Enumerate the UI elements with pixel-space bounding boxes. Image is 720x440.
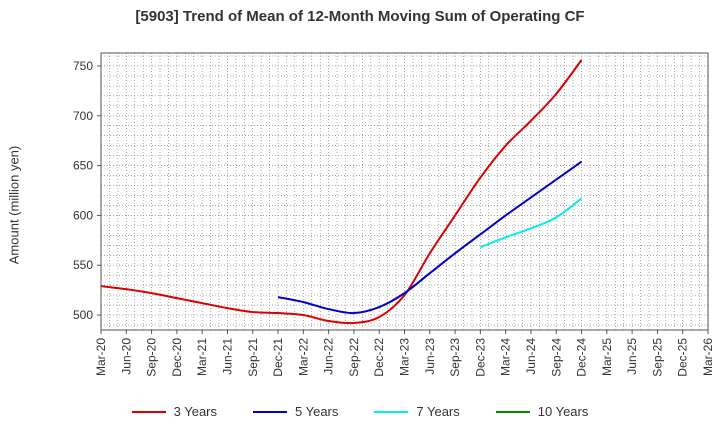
series-line-3-years — [100, 59, 583, 325]
series-lines — [100, 59, 583, 325]
x-tick-label: Dec-21 — [271, 338, 285, 377]
legend-swatch — [374, 410, 409, 413]
x-tick-label: Jun-24 — [524, 338, 538, 375]
legend-swatch — [131, 410, 166, 413]
x-tick-label: Dec-24 — [575, 338, 589, 377]
x-tick-label: Mar-23 — [398, 338, 412, 376]
y-tick-label: 700 — [73, 109, 93, 123]
x-tick-label: Mar-26 — [701, 338, 715, 376]
x-tick-label: Dec-23 — [473, 338, 487, 377]
x-tick-label: Sep-24 — [549, 338, 563, 377]
x-tick-label: Jun-21 — [220, 338, 234, 375]
x-tick-label: Dec-22 — [372, 338, 386, 377]
legend-item: 10 Years — [495, 404, 589, 419]
series-line-7-years — [480, 197, 583, 249]
y-tick-label: 650 — [73, 159, 93, 173]
legend-item: 3 Years — [131, 404, 217, 419]
x-tick-label: Sep-23 — [448, 338, 462, 377]
legend-label: 10 Years — [537, 404, 589, 419]
y-tick-label: 500 — [73, 308, 93, 322]
x-tick-label: Mar-22 — [296, 338, 310, 376]
x-tick-label: Sep-25 — [650, 338, 664, 377]
y-tick-label: 600 — [73, 208, 93, 222]
legend-item: 5 Years — [253, 404, 338, 419]
x-tick-label: Mar-21 — [195, 338, 209, 376]
x-tick-label: Mar-24 — [499, 338, 513, 376]
x-tick-label: Sep-22 — [347, 338, 361, 377]
x-tick-label: Jun-25 — [625, 338, 639, 375]
x-tick-label: Sep-21 — [246, 338, 260, 377]
legend-swatch — [253, 410, 287, 413]
x-tick-label: Dec-25 — [676, 338, 690, 377]
x-tick-label: Jun-23 — [423, 338, 437, 375]
x-tick-label: Jun-20 — [119, 338, 133, 375]
legend-label: 3 Years — [173, 404, 217, 419]
chart-title: [5903] Trend of Mean of 12-Month Moving … — [135, 8, 585, 25]
x-tick-label: Jun-22 — [322, 338, 336, 375]
x-tick-label: Mar-25 — [600, 338, 614, 376]
y-tick-label: 550 — [73, 258, 93, 272]
legend: 3 Years 5 Years 7 Years 10 Years — [0, 404, 720, 419]
legend-swatch — [495, 410, 530, 413]
x-tick-label: Mar-20 — [94, 338, 108, 376]
grid — [100, 53, 709, 330]
x-axis-ticks: Mar-20 Jun-20 Sep-20 Dec-20 Mar-21 Jun-21 Sep-… — [94, 330, 715, 377]
legend-label: 5 Years — [295, 404, 339, 419]
y-axis-ticks: 500 550 600 650 700 750 — [73, 59, 101, 322]
series-line-5-years — [277, 160, 583, 315]
y-tick-label: 750 — [73, 59, 93, 73]
x-tick-label: Sep-20 — [145, 338, 159, 377]
x-tick-label: Dec-20 — [170, 338, 184, 377]
legend-label: 7 Years — [416, 404, 460, 419]
legend-item: 7 Years — [374, 404, 460, 419]
